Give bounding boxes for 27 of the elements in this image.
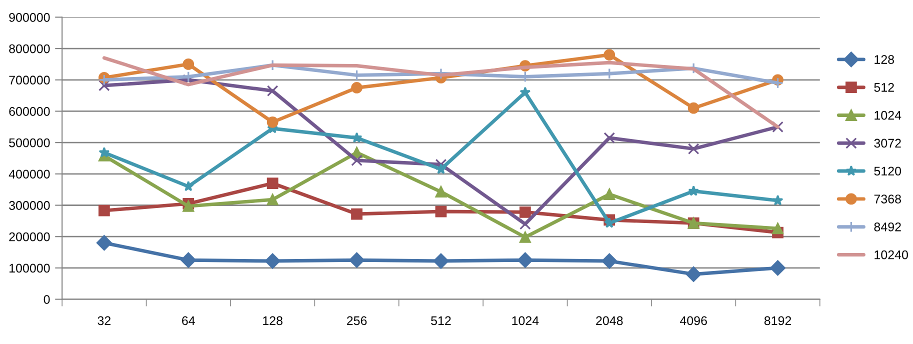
y-tick-label: 500000 (9, 138, 50, 148)
legend-label: 3072 (874, 138, 901, 148)
legend-label: 1024 (874, 110, 902, 120)
x-tick-label: 8192 (764, 316, 792, 326)
legend-label: 512 (874, 82, 894, 92)
x-tick-label: 32 (98, 316, 111, 326)
legend-label: 10240 (874, 250, 908, 260)
y-tick-label: 300000 (9, 201, 50, 210)
y-tick-label: 400000 (8, 170, 50, 179)
x-tick-label: 1024 (512, 316, 539, 326)
y-tick-label: 800000 (9, 44, 50, 54)
legend-label: 7368 (874, 194, 901, 204)
x-tick-label: 4096 (680, 316, 707, 326)
x-tick-label: 512 (431, 316, 451, 326)
y-tick-label: 900000 (9, 13, 50, 22)
legend-label: 5120 (874, 166, 902, 176)
x-tick-label: 128 (263, 316, 282, 326)
y-tick-label: 0 (44, 295, 50, 304)
legend-label: 8492 (874, 222, 901, 232)
x-tick-label: 64 (182, 316, 195, 326)
y-tick-label: 600000 (9, 107, 50, 116)
legend-label: 128 (874, 55, 894, 64)
x-tick-label: 256 (346, 316, 367, 326)
y-tick-label: 100000 (10, 264, 50, 273)
x-tick-label: 2048 (596, 316, 623, 326)
y-tick-label: 700000 (9, 76, 50, 85)
y-tick-label: 200000 (9, 232, 50, 242)
